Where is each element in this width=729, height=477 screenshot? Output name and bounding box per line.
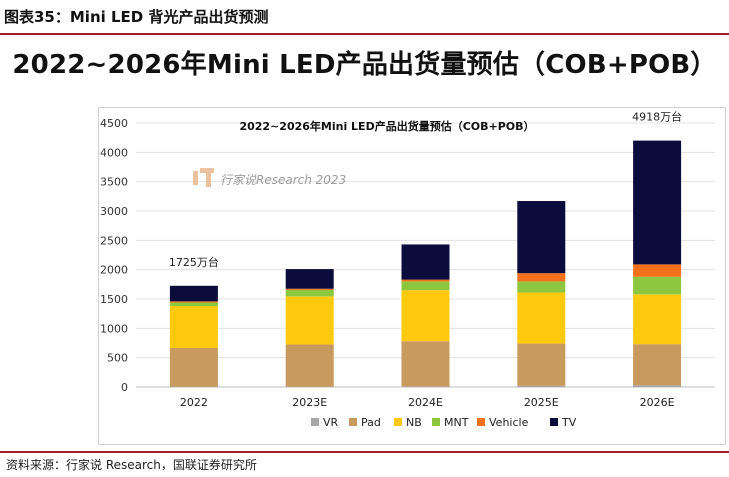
legend-label: VR	[323, 416, 339, 429]
chart-title: 2022~2026年Mini LED产品出货量预估（COB+POB）	[239, 119, 534, 133]
top-rule	[0, 33, 729, 35]
watermark-logo-icon	[193, 168, 214, 187]
legend-swatch	[394, 418, 402, 426]
watermark: 行家说Research 2023	[193, 168, 346, 187]
legend-label: Pad	[361, 416, 381, 429]
x-tick-label: 2024E	[408, 396, 443, 409]
bar-vehicle-2025e	[517, 273, 566, 282]
source-note: 资料来源：行家说 Research，国联证券研究所	[6, 458, 257, 472]
total-annotation: 1725万台	[169, 255, 219, 269]
legend: VR Pad NB MNT Vehicle TV	[311, 416, 577, 429]
y-tick-label: 1500	[100, 293, 128, 306]
y-tick-label: 500	[107, 352, 128, 365]
total-annotation: 4918万台	[632, 110, 682, 124]
bar-vehicle-2026e	[633, 264, 682, 277]
legend-label: NB	[406, 416, 422, 429]
bar-pad-2024e	[401, 341, 450, 387]
bar-vr-2026e	[633, 385, 682, 387]
x-tick-label: 2025E	[524, 396, 559, 409]
y-tick-label: 2500	[100, 234, 128, 247]
annotations: 1725万台 4918万台	[169, 110, 682, 269]
y-axis-ticks: 0 500 1000 1500 2000 2500 3000 3500 4000 4500	[100, 117, 128, 394]
x-tick-label: 2022	[180, 396, 208, 409]
bar-pad-2025e	[517, 343, 566, 386]
bar-vehicle-2023e	[285, 288, 334, 290]
bar-tv-2022	[169, 285, 218, 302]
watermark-text: 行家说Research 2023	[220, 173, 346, 187]
bar-nb-2024e	[401, 290, 450, 342]
bar-tv-2023e	[285, 269, 334, 289]
bar-pad-2023e	[285, 344, 334, 387]
bottom-rule	[0, 451, 729, 453]
bar-nb-2022	[169, 306, 218, 348]
bar-pad-2022	[169, 347, 218, 387]
y-tick-label: 3500	[100, 176, 128, 189]
figure-caption: 图表35：Mini LED 背光产品出货预测	[4, 8, 269, 26]
legend-label: TV	[561, 416, 577, 429]
bars	[169, 140, 682, 387]
y-tick-label: 1000	[100, 322, 128, 335]
bar-nb-2025e	[517, 292, 566, 344]
main-title: 2022~2026年Mini LED产品出货量预估（COB+POB）	[12, 50, 717, 80]
bar-tv-2024e	[401, 244, 450, 280]
x-tick-label: 2026E	[640, 396, 675, 409]
y-tick-label: 4500	[100, 117, 128, 130]
bar-tv-2025e	[517, 201, 566, 274]
y-tick-label: 0	[121, 381, 128, 394]
legend-swatch	[550, 418, 558, 426]
y-tick-label: 2000	[100, 264, 128, 277]
x-tick-label: 2023E	[292, 396, 327, 409]
bar-vr-2025e	[517, 385, 566, 387]
bar-mnt-2026e	[633, 276, 682, 295]
bar-mnt-2022	[169, 302, 218, 307]
bar-nb-2026e	[633, 294, 682, 345]
bar-vehicle-2022	[169, 301, 218, 303]
legend-swatch	[311, 418, 319, 426]
bar-mnt-2024e	[401, 281, 450, 291]
legend-swatch	[349, 418, 357, 426]
x-axis-ticks: 2022 2023E 2024E 2025E 2026E	[180, 396, 675, 409]
y-tick-label: 4000	[100, 146, 128, 159]
bar-tv-2026e	[633, 140, 682, 265]
bar-mnt-2025e	[517, 281, 566, 293]
bar-vehicle-2024e	[401, 279, 450, 282]
bar-mnt-2023e	[285, 289, 334, 297]
bar-vr-2024e	[401, 386, 450, 387]
y-tick-label: 3000	[100, 205, 128, 218]
bar-pad-2026e	[633, 344, 682, 386]
legend-label: Vehicle	[489, 416, 529, 429]
legend-label: MNT	[444, 416, 469, 429]
legend-swatch	[432, 418, 440, 426]
legend-swatch	[477, 418, 485, 426]
bar-nb-2023e	[285, 296, 334, 345]
chart-frame	[98, 107, 726, 445]
